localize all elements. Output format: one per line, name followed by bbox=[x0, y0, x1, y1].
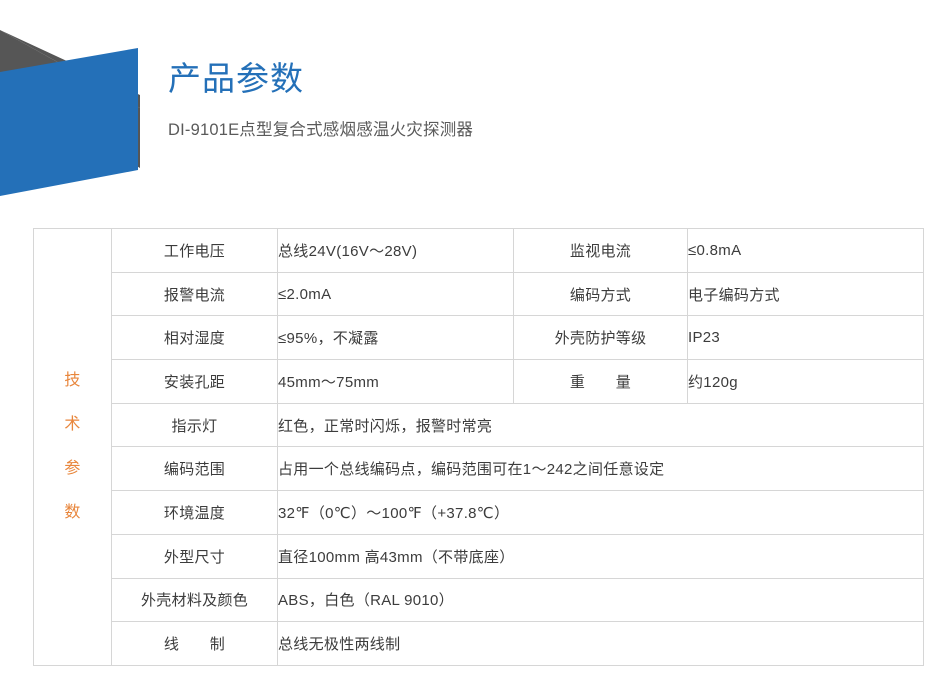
table-row: 编码范围 占用一个总线编码点，编码范围可在1～242之间任意设定 bbox=[34, 446, 924, 492]
spec-value: 红色，正常时闪烁，报警时常亮 bbox=[277, 402, 924, 448]
banner-blue-shape bbox=[0, 48, 138, 196]
table-row: 环境温度 32℉（0℃）～100℉（+37.8℃） bbox=[34, 490, 924, 535]
category-char: 参 bbox=[64, 459, 81, 477]
spec-label: 外型尺寸 bbox=[111, 533, 278, 579]
spec-label: 编码范围 bbox=[111, 446, 278, 492]
page-header: 产品参数 DI-9101E点型复合式感烟感温火灾探测器 bbox=[0, 0, 950, 218]
spec-label-secondary: 重 量 bbox=[513, 359, 688, 404]
table-row: 相对湿度 ≤95%，不凝露 外壳防护等级 IP23 bbox=[34, 315, 924, 361]
spec-table-body: 技术参数工作电压 总线24V(16V～28V) 监视电流 ≤0.8mA 报警电流 ≤2.0… bbox=[33, 228, 924, 666]
spec-label: 相对湿度 bbox=[111, 315, 278, 361]
page-title: 产品参数 bbox=[168, 60, 304, 97]
spec-value: ABS，白色（RAL 9010） bbox=[277, 577, 924, 623]
spec-value: ≤2.0mA bbox=[277, 271, 514, 317]
category-cell-technical-parameters: 技术参数 bbox=[33, 228, 112, 666]
spec-label-secondary: 编码方式 bbox=[513, 271, 688, 317]
spec-label: 环境温度 bbox=[111, 490, 278, 535]
table-row: 指示灯 红色，正常时闪烁，报警时常亮 bbox=[34, 402, 924, 448]
table-row: 外壳材料及颜色 ABS，白色（RAL 9010） bbox=[34, 577, 924, 623]
spec-value: ≤95%，不凝露 bbox=[277, 315, 514, 361]
table-row: 安装孔距 45mm～75mm 重 量约120g bbox=[34, 359, 924, 404]
category-vertical-label: 技术参数 bbox=[34, 372, 111, 522]
table-row: 报警电流 ≤2.0mA 编码方式 电子编码方式 bbox=[34, 271, 924, 317]
spec-label: 工作电压 bbox=[111, 228, 278, 273]
spec-value: 直径100mm 高43mm（不带底座） bbox=[277, 533, 924, 579]
category-char: 术 bbox=[64, 415, 81, 433]
spec-value: 总线无极性两线制 bbox=[277, 621, 924, 666]
spec-table-container: 技术参数工作电压 总线24V(16V～28V) 监视电流 ≤0.8mA 报警电流 ≤2.0… bbox=[33, 228, 924, 666]
header-text-block: 产品参数 DI-9101E点型复合式感烟感温火灾探测器 bbox=[168, 58, 908, 142]
spec-label: 报警电流 bbox=[111, 271, 278, 317]
spec-value: 总线24V(16V～28V) bbox=[277, 228, 514, 273]
category-char: 数 bbox=[64, 503, 81, 521]
spec-value: 32℉（0℃）～100℉（+37.8℃） bbox=[277, 490, 924, 535]
table-row: 外型尺寸 直径100mm 高43mm（不带底座） bbox=[34, 533, 924, 579]
spec-value: 45mm～75mm bbox=[277, 359, 514, 404]
page-subtitle: DI-9101E点型复合式感烟感温火灾探测器 bbox=[168, 121, 474, 139]
spec-label-secondary: 监视电流 bbox=[513, 228, 688, 273]
spec-label: 指示灯 bbox=[111, 402, 278, 448]
technical-parameters-table: 技术参数工作电压 总线24V(16V～28V) 监视电流 ≤0.8mA 报警电流 ≤2.0… bbox=[33, 228, 924, 666]
spec-label: 线 制 bbox=[111, 621, 278, 666]
spec-label: 安装孔距 bbox=[111, 359, 278, 404]
category-char: 技 bbox=[64, 371, 81, 389]
spec-value-secondary: ≤0.8mA bbox=[687, 228, 924, 273]
spec-value-secondary: IP23 bbox=[687, 315, 924, 361]
table-row: 技术参数 工作电压 总线24V(16V～28V) 监视电流 ≤0.8mA bbox=[33, 228, 924, 666]
spec-label: 外壳材料及颜色 bbox=[111, 577, 278, 623]
spec-value-secondary: 电子编码方式 bbox=[687, 271, 924, 317]
table-row: 线 制总线无极性两线制 bbox=[34, 621, 924, 666]
spec-value-secondary: 约120g bbox=[687, 359, 924, 404]
spec-value: 占用一个总线编码点，编码范围可在1～242之间任意设定 bbox=[277, 446, 924, 492]
spec-label-secondary: 外壳防护等级 bbox=[513, 315, 688, 361]
banner-decoration bbox=[0, 0, 180, 218]
